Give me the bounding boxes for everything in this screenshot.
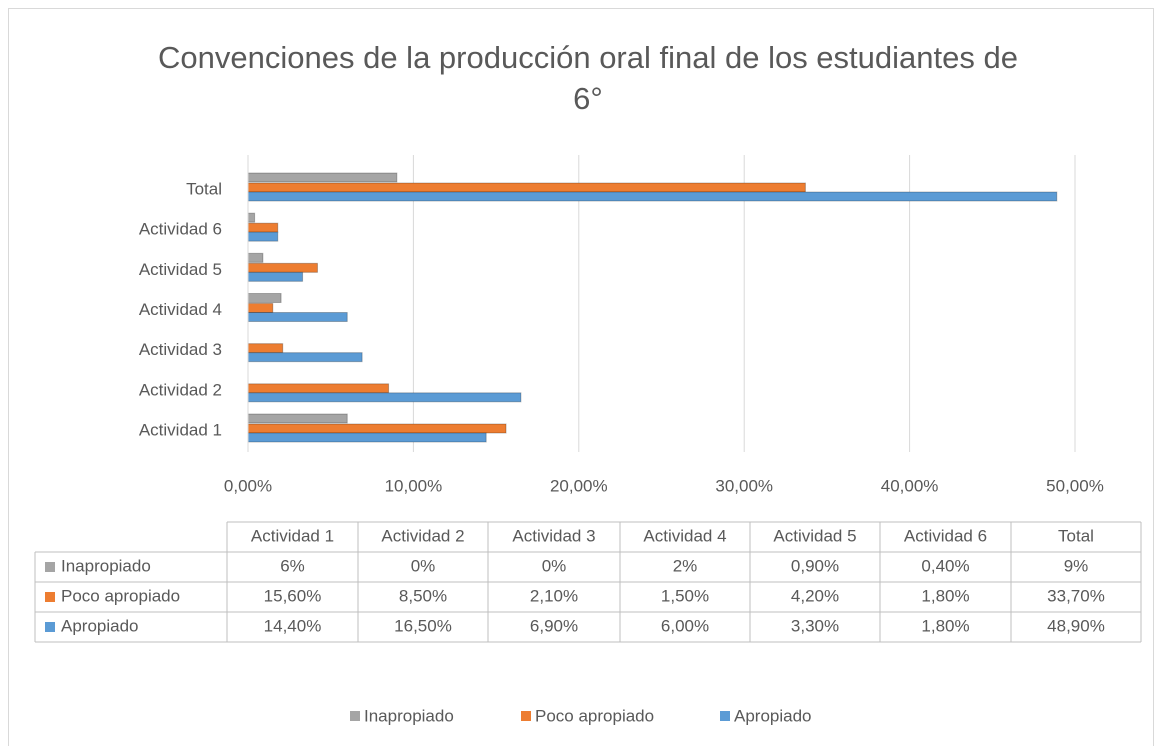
table-cell: 3,30%	[791, 616, 839, 635]
x-tick-label: 10,00%	[385, 476, 443, 495]
y-tick-label: Actividad 3	[139, 340, 222, 359]
table-row-label: Inapropiado	[61, 556, 151, 575]
x-tick-label: 40,00%	[881, 476, 939, 495]
legend-key	[720, 711, 730, 721]
table-cell: 0%	[411, 556, 436, 575]
table-legend-key	[45, 622, 55, 632]
legend-key	[350, 711, 360, 721]
chart-title-line: 6°	[573, 81, 603, 116]
table-header: Actividad 5	[773, 526, 856, 545]
table-cell: 1,80%	[921, 586, 969, 605]
table-cell: 8,50%	[399, 586, 447, 605]
table-cell: 6,00%	[661, 616, 709, 635]
table-row-label: Apropiado	[61, 616, 139, 635]
bar	[247, 212, 256, 223]
table-cell: 33,70%	[1047, 586, 1105, 605]
table-cell: 9%	[1064, 556, 1089, 575]
table-cell: 2,10%	[530, 586, 578, 605]
table-header: Actividad 3	[512, 526, 595, 545]
bar	[247, 352, 363, 363]
table-cell: 6%	[280, 556, 305, 575]
table-header: Actividad 1	[251, 526, 334, 545]
table-row-label: Poco apropiado	[61, 586, 180, 605]
bar	[247, 413, 348, 424]
bar	[247, 252, 264, 263]
table-cell: 4,20%	[791, 586, 839, 605]
table-header: Actividad 2	[381, 526, 464, 545]
bar	[247, 182, 806, 193]
y-tick-label: Actividad 5	[139, 260, 222, 279]
y-tick-label: Actividad 4	[139, 300, 222, 319]
table-cell: 48,90%	[1047, 616, 1105, 635]
bar	[247, 191, 1058, 202]
table-header: Actividad 4	[643, 526, 726, 545]
table-cell: 15,60%	[264, 586, 322, 605]
bar	[247, 262, 318, 273]
y-tick-label: Actividad 1	[139, 420, 222, 439]
table-cell: 1,80%	[921, 616, 969, 635]
table-cell: 0,90%	[791, 556, 839, 575]
table-cell: 0%	[542, 556, 567, 575]
bar	[247, 423, 507, 434]
x-tick-label: 50,00%	[1046, 476, 1104, 495]
bar	[247, 312, 348, 322]
table-cell: 0,40%	[921, 556, 969, 575]
table-legend-key	[45, 592, 55, 602]
table-cell: 6,90%	[530, 616, 578, 635]
bar	[247, 392, 522, 403]
bar	[247, 222, 279, 233]
bar	[247, 293, 282, 303]
legend-label: Apropiado	[734, 706, 812, 725]
table-header: Actividad 6	[904, 526, 987, 545]
bar	[247, 172, 398, 183]
bar	[247, 271, 304, 282]
bar	[247, 383, 390, 394]
x-tick-label: 20,00%	[550, 476, 608, 495]
table-cell: 2%	[673, 556, 698, 575]
table-cell: 16,50%	[394, 616, 452, 635]
table-legend-key	[45, 562, 55, 572]
chart-border	[8, 8, 1154, 746]
bar	[247, 432, 487, 443]
bar	[247, 343, 284, 354]
legend-label: Inapropiado	[364, 706, 454, 725]
table-cell: 1,50%	[661, 586, 709, 605]
table-header: Total	[1058, 526, 1094, 545]
legend-key	[521, 711, 531, 721]
x-tick-label: 0,00%	[224, 476, 272, 495]
legend-label: Poco apropiado	[535, 706, 654, 725]
bar	[247, 303, 274, 313]
chart-title: Convenciones de la producción oral final…	[158, 40, 1018, 75]
x-tick-label: 30,00%	[715, 476, 773, 495]
bar	[247, 231, 279, 242]
y-tick-label: Actividad 6	[139, 220, 222, 239]
table-cell: 14,40%	[264, 616, 322, 635]
y-tick-label: Actividad 2	[139, 380, 222, 399]
y-tick-label: Total	[186, 179, 222, 198]
